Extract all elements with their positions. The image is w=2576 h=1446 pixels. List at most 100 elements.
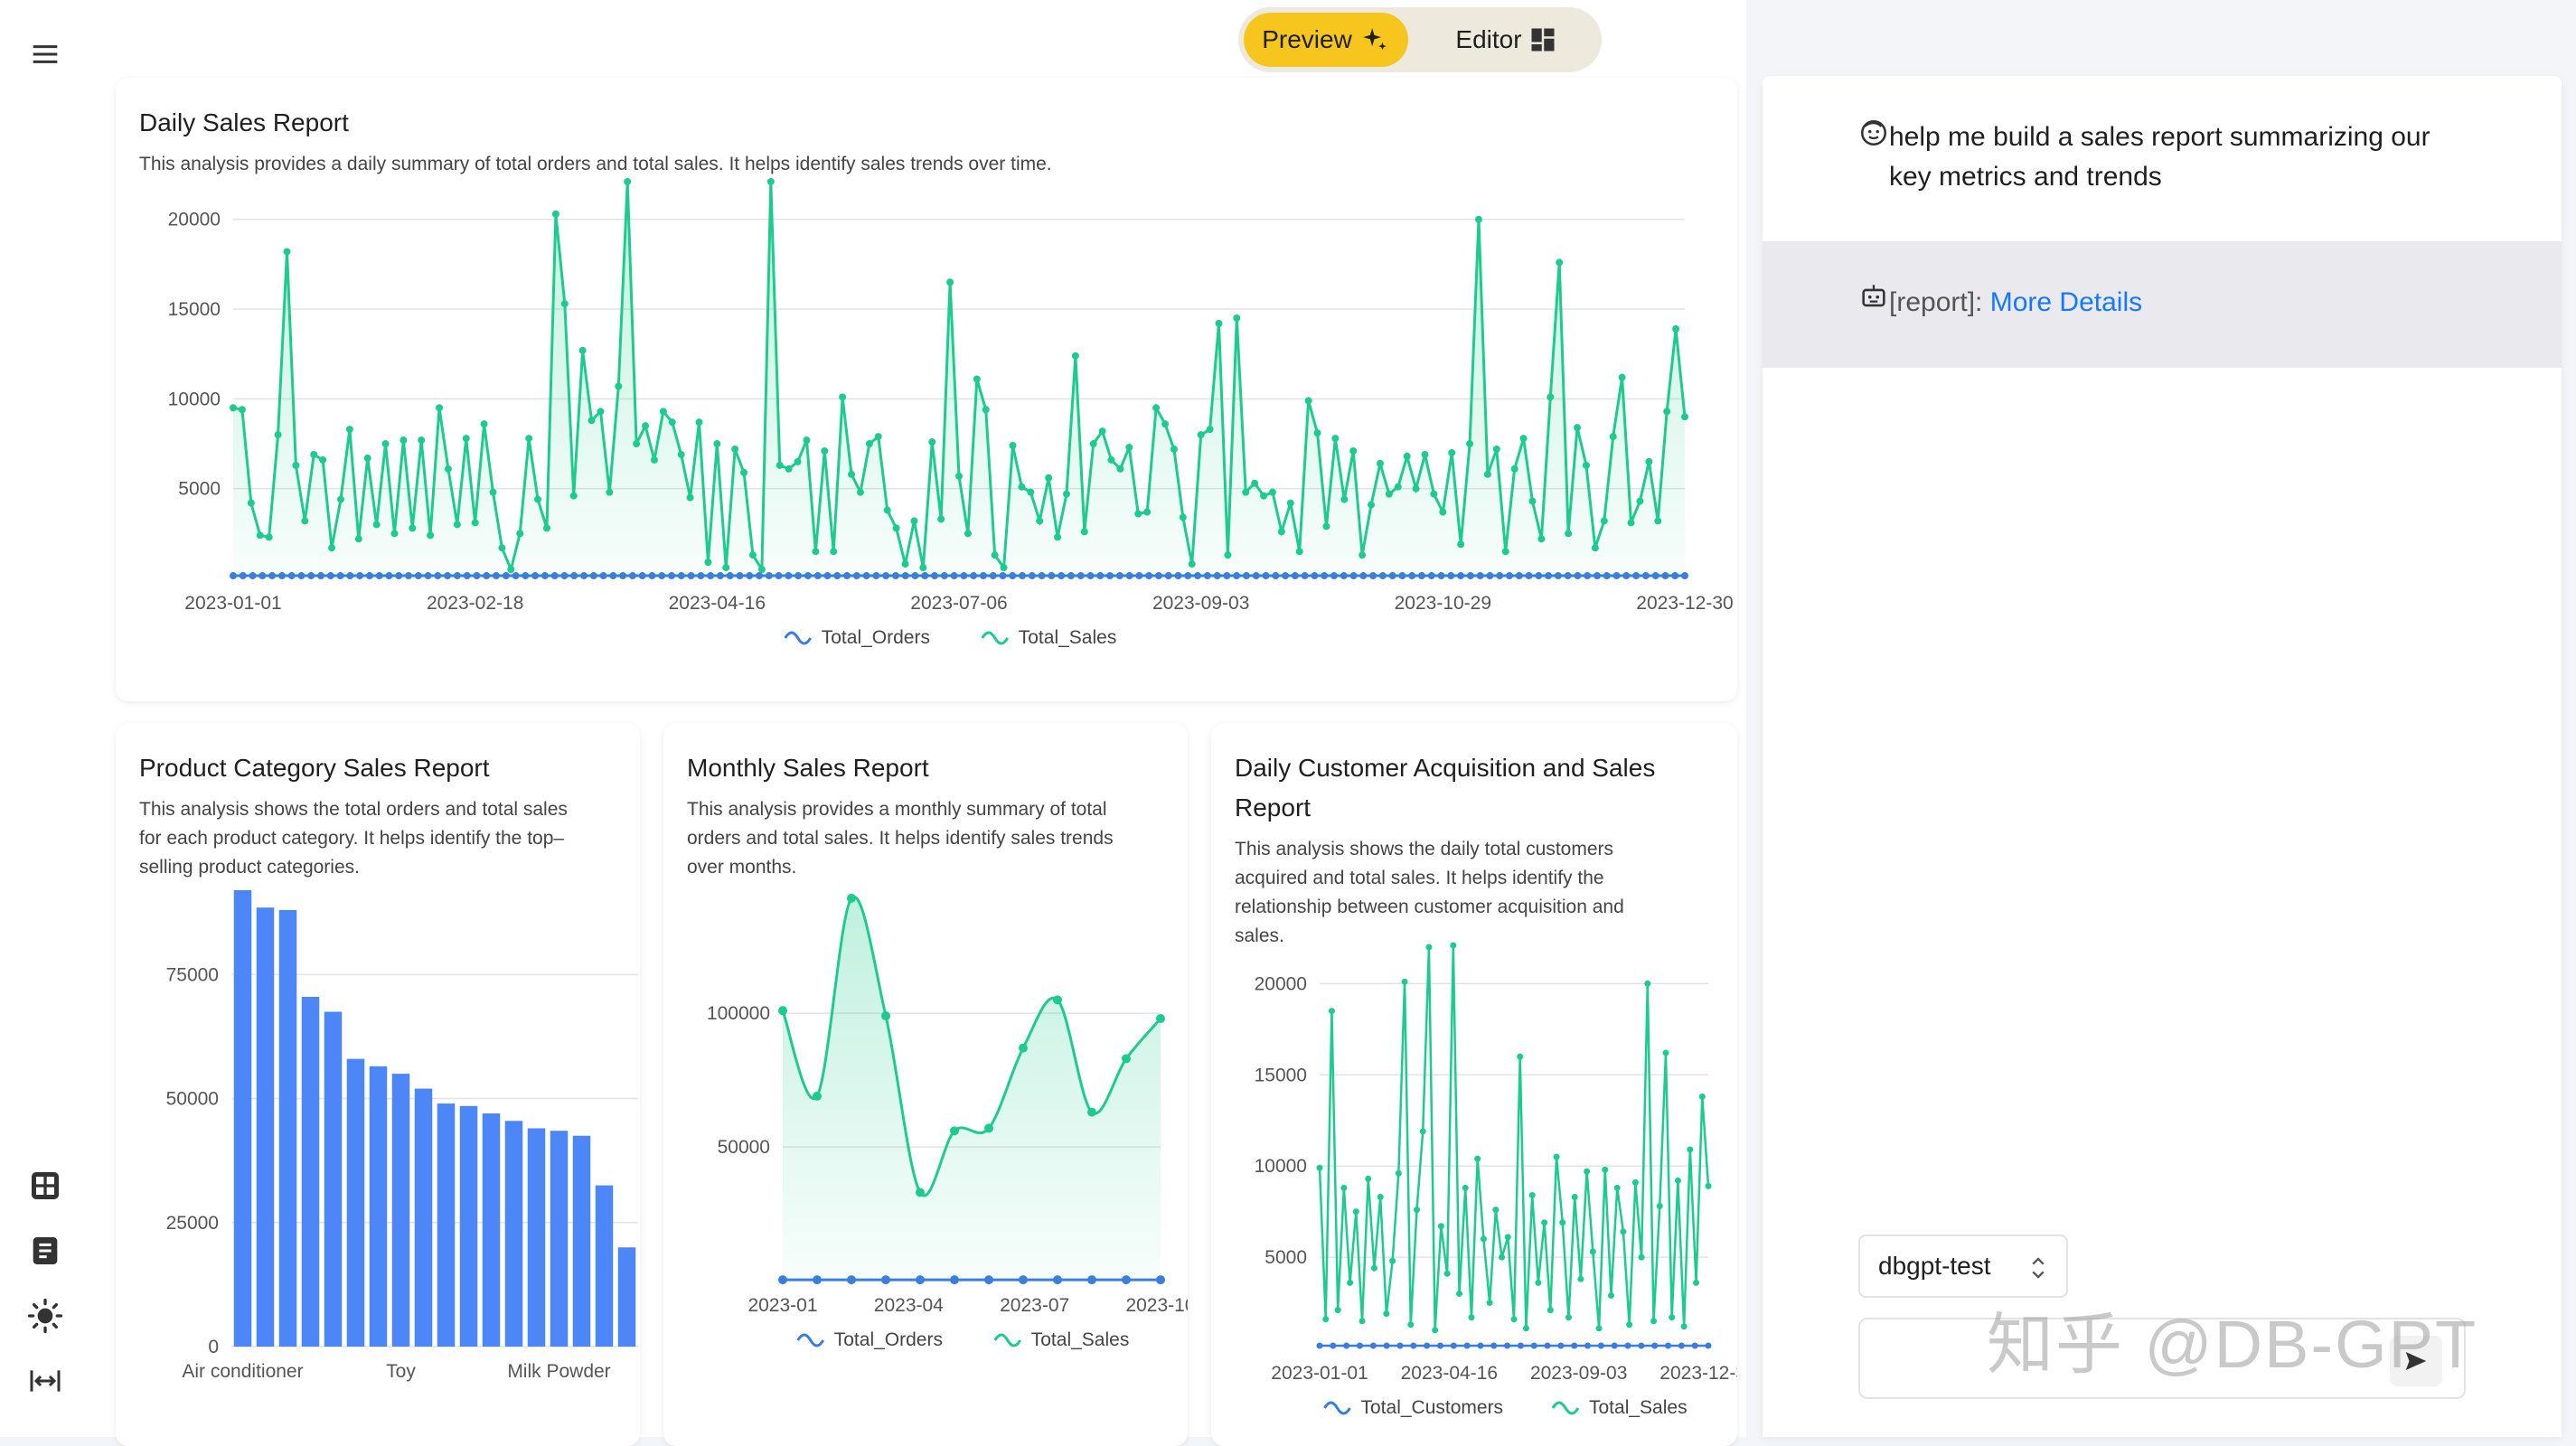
data-point [916, 1188, 925, 1197]
database-select[interactable]: dbgpt-test [1858, 1235, 2068, 1298]
data-point [1365, 1175, 1372, 1182]
data-point [1080, 528, 1088, 536]
data-point [1343, 1342, 1350, 1349]
x-tick-label: 2023-04 [874, 1295, 944, 1316]
data-point [910, 517, 918, 525]
category-sales-desc: This analysis shows the total orders and… [139, 799, 568, 878]
data-point [1510, 1316, 1518, 1323]
data-point [418, 437, 426, 445]
data-point [1528, 1191, 1536, 1198]
data-point [1215, 319, 1223, 327]
data-point [1268, 488, 1276, 496]
x-tick-label: 2023-04-16 [669, 593, 766, 614]
menu-icon[interactable] [24, 33, 67, 76]
data-point [1565, 1314, 1572, 1321]
x-tick-label: 2023-09-03 [1530, 1363, 1627, 1384]
data-point [937, 515, 945, 523]
data-point [973, 375, 981, 383]
data-point [731, 445, 739, 453]
legend-swatch [796, 1333, 825, 1347]
data-point [345, 426, 353, 434]
x-tick-label: 2023-01-01 [1271, 1363, 1368, 1384]
editor-tab[interactable]: Editor [1415, 13, 1596, 67]
bar [527, 1128, 546, 1347]
document-icon[interactable] [24, 1229, 67, 1272]
x-tick-label: 2023-10 [1125, 1295, 1188, 1316]
data-point [1179, 513, 1187, 521]
data-point [1501, 548, 1509, 556]
data-point [1636, 497, 1644, 505]
chat-input[interactable] [1875, 1334, 2384, 1386]
theme-sun-icon[interactable] [24, 1294, 67, 1338]
data-point [1602, 1166, 1609, 1173]
data-point [1414, 1207, 1420, 1214]
data-point [1541, 1219, 1548, 1226]
data-point [1600, 517, 1608, 525]
more-details-link[interactable]: More Details [1989, 287, 2143, 317]
data-point [1698, 1093, 1706, 1100]
data-point [453, 521, 461, 529]
preview-tab[interactable]: Preview [1244, 13, 1408, 67]
data-point [1188, 560, 1196, 568]
legend-swatch [1551, 1401, 1580, 1415]
bar [550, 1131, 569, 1347]
series-area [233, 182, 1685, 578]
data-point [1535, 1279, 1542, 1286]
data-point [1340, 1184, 1348, 1191]
data-point [534, 495, 542, 503]
series-area [783, 897, 1161, 1281]
data-point [1553, 1153, 1560, 1160]
data-point [1242, 488, 1250, 496]
data-point [1611, 1342, 1618, 1349]
y-tick-label: 15000 [1255, 1065, 1307, 1085]
data-point [1504, 1342, 1511, 1349]
send-button[interactable] [2390, 1336, 2442, 1386]
bot-message-prefix: [report]: [1889, 287, 1983, 317]
data-point [991, 551, 999, 559]
data-point [1009, 442, 1017, 450]
y-tick-label: 10000 [168, 389, 221, 409]
data-point [1370, 1264, 1377, 1272]
data-point [301, 517, 309, 525]
data-point [722, 564, 730, 572]
data-point [1295, 548, 1303, 556]
legend-swatch [993, 1333, 1022, 1347]
data-point [1098, 427, 1106, 436]
data-point [1425, 944, 1433, 951]
data-point [1394, 483, 1402, 491]
data-point [319, 455, 327, 464]
width-expand-icon[interactable] [24, 1359, 67, 1403]
data-point [1486, 1300, 1493, 1307]
data-point [1233, 314, 1241, 322]
data-point [1152, 404, 1161, 412]
data-point [1403, 452, 1411, 460]
data-point [409, 524, 417, 532]
data-point [1528, 497, 1537, 505]
chat-input-box[interactable] [1858, 1318, 2466, 1399]
x-tick-label: 2023-09-03 [1152, 593, 1249, 614]
dashboard-grid-icon[interactable] [24, 1164, 67, 1207]
bar [391, 1074, 410, 1347]
data-point [1122, 1054, 1131, 1064]
data-point [578, 346, 587, 354]
data-point [830, 548, 838, 556]
data-point [901, 560, 909, 568]
data-point [1574, 424, 1582, 432]
daily-sales-desc: This analysis provides a daily summary o… [139, 154, 1052, 174]
data-point [390, 530, 399, 538]
data-point [1624, 1342, 1631, 1349]
data-point [1674, 1177, 1681, 1184]
data-point [1504, 1234, 1511, 1241]
data-point [292, 461, 300, 469]
legend-label: Total_Sales [1019, 627, 1117, 648]
data-point [713, 440, 721, 448]
data-point [283, 248, 291, 256]
data-point [1665, 1342, 1672, 1349]
data-point [1197, 431, 1205, 439]
data-point [856, 488, 864, 496]
bar [256, 907, 275, 1347]
category-sales-title: Product Category Sales Report [139, 754, 490, 782]
data-point [803, 437, 811, 445]
data-point [1340, 495, 1349, 503]
data-point [363, 454, 371, 462]
